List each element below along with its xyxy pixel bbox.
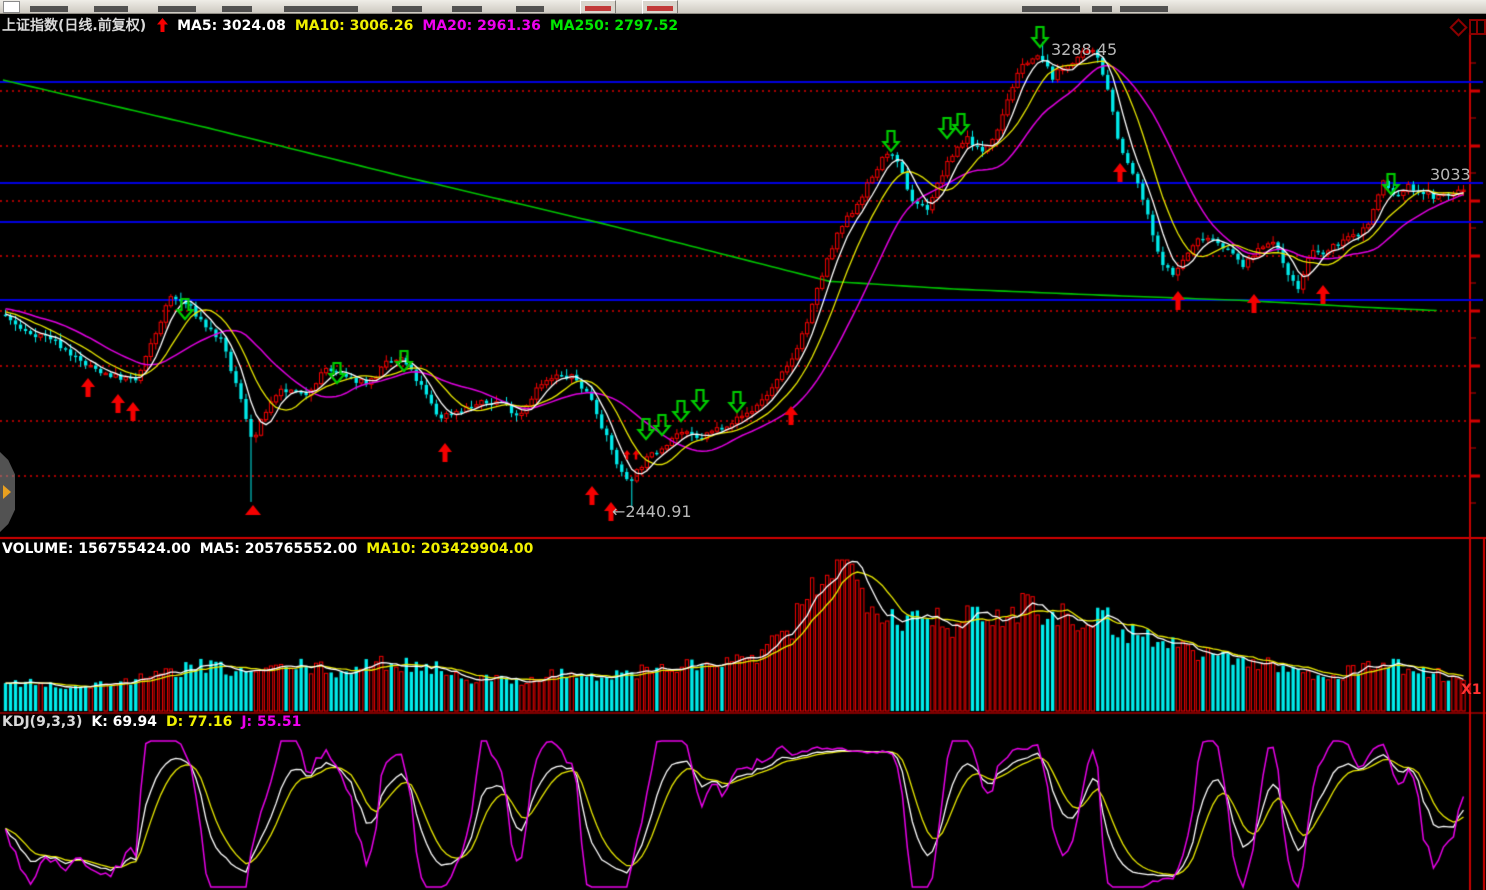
price-pane-header: 上证指数(日线.前复权) MA5: 3024.08 MA10: 3006.26 MA2… [2, 15, 687, 35]
recent-high-annotation: 3033 [1430, 165, 1471, 184]
menu-item-cropped[interactable] [1092, 6, 1112, 12]
scale-indicator: X1 [1461, 682, 1482, 698]
menu-item-red-cropped[interactable] [642, 0, 678, 14]
menu-item-cropped[interactable] [284, 6, 358, 12]
red-up-arrow-icon [157, 18, 169, 32]
instrument-title: 上证指数(日线.前复权) [2, 18, 147, 34]
kdj-name: KDJ(9,3,3) [2, 714, 83, 730]
kdj-j-readout: J: 55.51 [241, 714, 302, 730]
low-price-annotation: ←2440.91 [612, 502, 692, 521]
kdj-k-readout: K: 69.94 [91, 714, 157, 730]
ma20-readout: MA20: 2961.36 [422, 18, 541, 34]
menu-item-cropped[interactable] [1022, 6, 1080, 12]
menu-bar [0, 0, 1486, 14]
right-triangle-icon [3, 485, 11, 499]
menu-item-cropped[interactable] [516, 6, 544, 12]
kdj-d-readout: D: 77.16 [165, 714, 233, 730]
menu-logo-checkbox[interactable] [3, 1, 20, 13]
menu-item-red-cropped[interactable] [580, 0, 616, 14]
ma5-readout: MA5: 3024.08 [177, 18, 286, 34]
menu-item-cropped[interactable] [30, 6, 68, 12]
menu-item-cropped[interactable] [222, 6, 252, 12]
menu-item-cropped[interactable] [1120, 6, 1168, 12]
kdj-pane-header: KDJ(9,3,3) K: 69.94 D: 77.16 J: 55.51 [2, 714, 310, 730]
menu-item-cropped[interactable] [392, 6, 422, 12]
volume-readout: VOLUME: 156755424.00 [2, 541, 191, 557]
ma10-readout: MA10: 3006.26 [294, 18, 414, 34]
menu-item-cropped[interactable] [94, 6, 128, 12]
volume-pane-header: VOLUME: 156755424.00 MA5: 205765552.00 MA1… [2, 541, 542, 557]
sidebar-expand-handle[interactable] [0, 452, 15, 532]
menu-item-cropped[interactable] [158, 6, 196, 12]
windows-layout-icon-divider [1476, 21, 1478, 33]
volume-ma5-readout: MA5: 205765552.00 [199, 541, 358, 557]
volume-ma10-readout: MA10: 203429904.00 [366, 541, 534, 557]
ma250-readout: MA250: 2797.52 [549, 18, 679, 34]
high-price-annotation: 3288.45 [1051, 40, 1118, 59]
menu-item-cropped[interactable] [452, 6, 482, 12]
windows-layout-icon[interactable] [1469, 19, 1486, 35]
